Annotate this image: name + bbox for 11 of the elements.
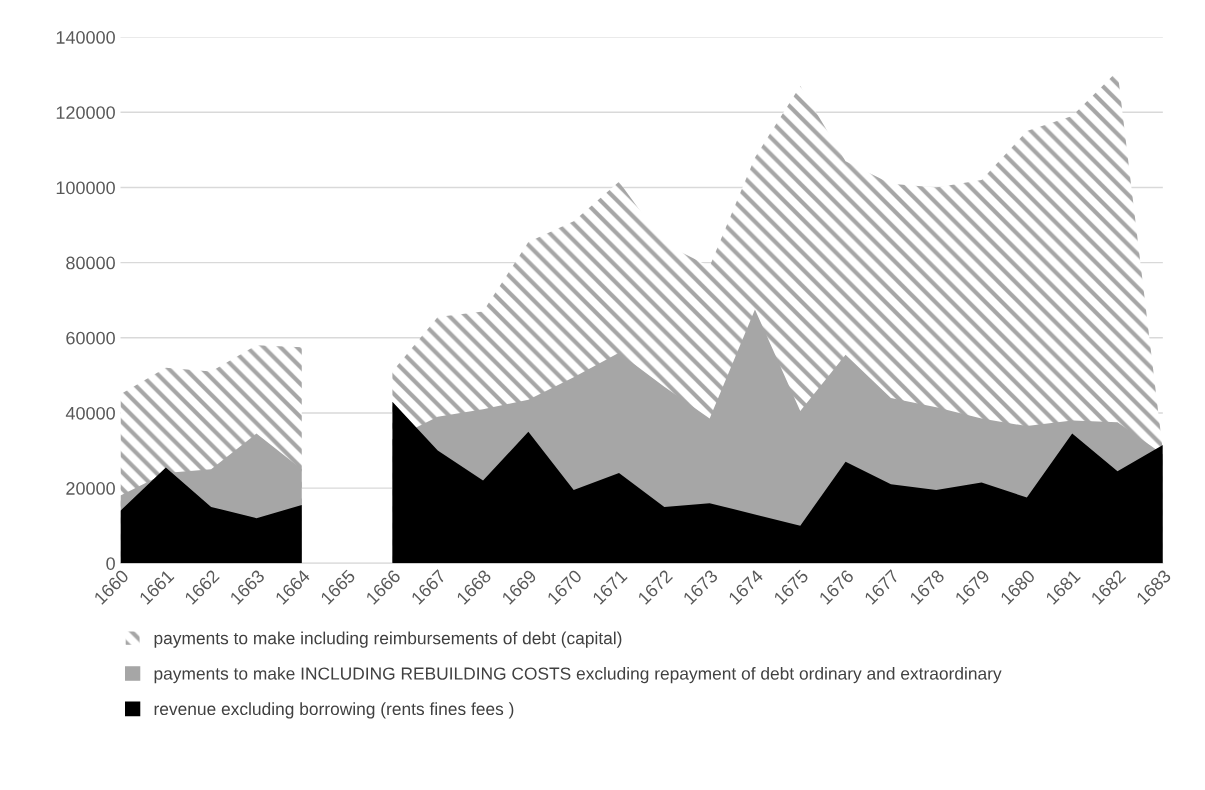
y-tick-label: 60000 (66, 331, 115, 345)
legend-label: payments to make including reimbursements of debt (capital) (154, 631, 622, 648)
y-tick-label: 0 (106, 557, 115, 570)
y-tick-label: 100000 (56, 181, 115, 195)
y-tick-label: 20000 (66, 482, 115, 495)
y-tick-label: 80000 (66, 256, 115, 270)
y-tick-label: 140000 (56, 31, 115, 44)
y-tick-label: 120000 (56, 106, 115, 120)
y-tick-label: 40000 (65, 406, 115, 420)
legend-label: revenue excluding borrowing (rents fines fees ) (154, 702, 514, 719)
legend-label: payments to make INCLUDING REBUILDING COSTS excluding repayment of debt ordinary and extraordinary (154, 666, 1002, 684)
